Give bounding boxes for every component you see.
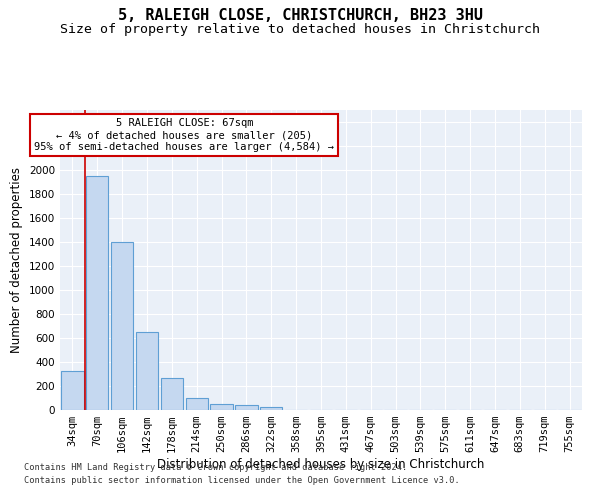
Text: Contains public sector information licensed under the Open Government Licence v3: Contains public sector information licen…	[24, 476, 460, 485]
X-axis label: Distribution of detached houses by size in Christchurch: Distribution of detached houses by size …	[157, 458, 485, 471]
Bar	[260, 407, 283, 410]
Text: 5 RALEIGH CLOSE: 67sqm
← 4% of detached houses are smaller (205)
95% of semi-det: 5 RALEIGH CLOSE: 67sqm ← 4% of detached …	[34, 118, 334, 152]
Text: Contains HM Land Registry data © Crown copyright and database right 2024.: Contains HM Land Registry data © Crown c…	[24, 464, 407, 472]
Bar	[185, 398, 208, 410]
Text: 5, RALEIGH CLOSE, CHRISTCHURCH, BH23 3HU: 5, RALEIGH CLOSE, CHRISTCHURCH, BH23 3HU	[118, 8, 482, 22]
Bar	[111, 242, 133, 410]
Bar	[235, 405, 257, 410]
Bar	[86, 176, 109, 410]
Bar	[136, 332, 158, 410]
Bar	[161, 378, 183, 410]
Bar	[61, 371, 83, 410]
Y-axis label: Number of detached properties: Number of detached properties	[10, 167, 23, 353]
Text: Size of property relative to detached houses in Christchurch: Size of property relative to detached ho…	[60, 22, 540, 36]
Bar	[211, 404, 233, 410]
